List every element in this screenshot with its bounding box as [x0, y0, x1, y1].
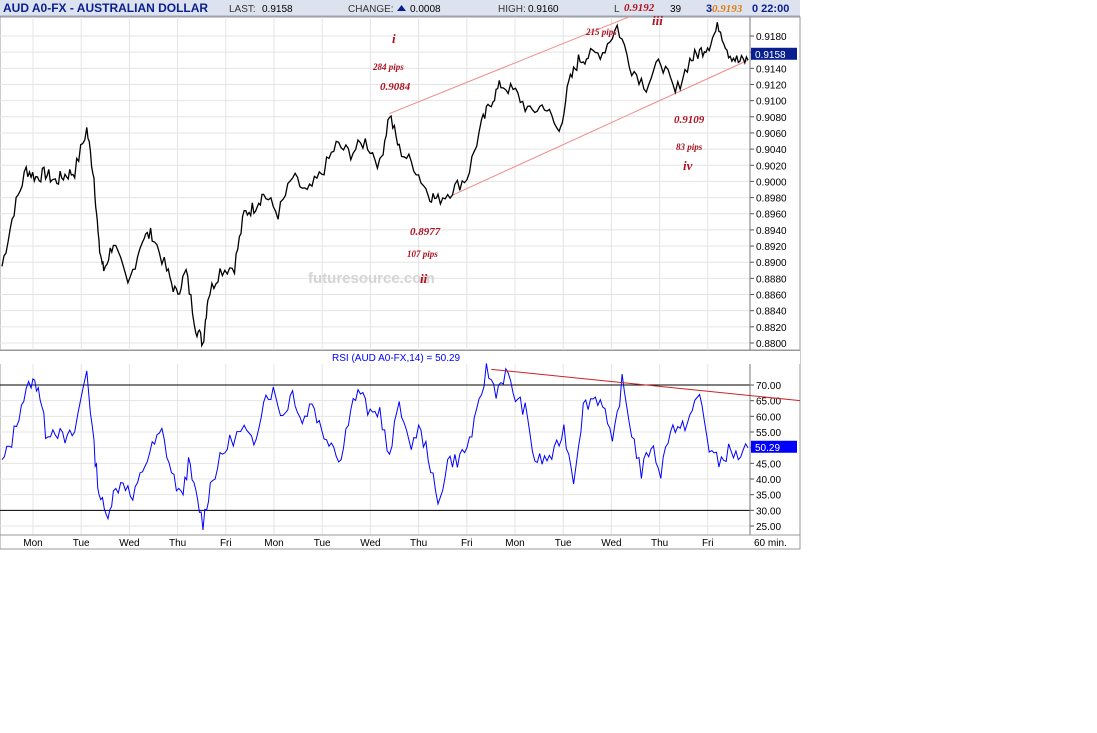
rsi-title: RSI (AUD A0-FX,14) = 50.29 [332, 353, 461, 364]
x-day-label: Wed [360, 538, 380, 549]
up-arrow-icon [397, 5, 406, 11]
price-axis: 0.91800.91600.91400.91200.91000.90800.90… [749, 17, 787, 350]
price-tick-label: 0.8900 [756, 258, 787, 269]
rsi-trendline-line [491, 368, 801, 402]
price-series [1, 22, 749, 348]
rsi-tick-label: 40.00 [756, 475, 781, 486]
price-tick-label: 0.9060 [756, 129, 787, 140]
low-label: L [614, 4, 620, 15]
x-day-label: Wed [601, 538, 621, 549]
x-day-label: Wed [119, 538, 139, 549]
annotation-wave: i [392, 31, 396, 46]
price-tick-label: 0.8880 [756, 274, 787, 285]
price-tick-label: 0.9180 [756, 32, 787, 43]
rsi-tick-label: 45.00 [756, 459, 781, 470]
rsi-tick-label: 30.00 [756, 506, 781, 517]
last-price-badge-text: 0.9158 [755, 50, 786, 61]
annotation-price: 0.9109 [674, 114, 705, 126]
price-tick-label: 0.8840 [756, 307, 787, 318]
rsi-tick-label: 55.00 [756, 428, 781, 439]
change-value: 0.0008 [410, 4, 441, 15]
last-price-badge-bg [751, 47, 797, 60]
price-tick-label: 0.9080 [756, 113, 787, 124]
time-partial: 3 [706, 3, 712, 15]
x-day-label: Mon [505, 538, 524, 549]
channel-line [452, 59, 749, 196]
rsi-line [1, 363, 749, 530]
annotation-price: 0.9192 [624, 2, 655, 14]
wave-annotations: i 284 pips 0.9084 0.8977 107 pips ii 0.9192 215… [196, 2, 743, 366]
rsi-tick-label: 70.00 [756, 381, 781, 392]
change-label: CHANGE: [348, 4, 394, 15]
price-tick-label: 0.8960 [756, 210, 787, 221]
price-tick-label: 0.8940 [756, 226, 787, 237]
interval-label: 60 min. [754, 538, 787, 549]
price-tick-label: 0.9040 [756, 145, 787, 156]
rsi-tick-label: 60.00 [756, 412, 781, 423]
x-day-label: Fri [702, 538, 714, 549]
annotation-pips: 215 pips [585, 27, 617, 37]
last-label: LAST: [229, 4, 256, 15]
rsi-tick-label: 65.00 [756, 397, 781, 408]
annotation-wave: iii [652, 13, 663, 28]
annotation-pips: 107 pips [407, 249, 438, 259]
x-day-label: Mon [23, 538, 42, 549]
rsi-badge-text: 50.29 [755, 443, 780, 454]
annotation-price: 0.8977 [410, 226, 441, 238]
annotation-wave: ii [420, 271, 428, 286]
high-label: HIGH: [498, 4, 526, 15]
price-tick-label: 0.8860 [756, 291, 787, 302]
rsi-trendline [491, 368, 801, 402]
annotation-wave: iv [683, 158, 693, 173]
rsi-panel [0, 350, 801, 536]
x-day-label: Tue [314, 538, 331, 549]
channel-line [389, 15, 632, 115]
rsi-badge-bg [751, 440, 797, 453]
rsi-series [1, 363, 749, 530]
symbol-title: AUD A0-FX - AUSTRALIAN DOLLAR [3, 1, 208, 15]
x-day-label: Fri [461, 538, 473, 549]
x-axis-bar [0, 534, 801, 550]
rsi-tick-label: 25.00 [756, 522, 781, 533]
x-day-label: Thu [410, 538, 427, 549]
price-tick-label: 0.9100 [756, 97, 787, 108]
x-day-label: Fri [220, 538, 232, 549]
annotation-price_orange: 0.9193 [712, 3, 743, 15]
price-tick-label: 0.9020 [756, 161, 787, 172]
price-tick-label: 0.8920 [756, 242, 787, 253]
low-value: 39 [670, 4, 682, 15]
price-tick-label: 0.9120 [756, 80, 787, 91]
channel-lines [389, 15, 749, 196]
x-day-label: Thu [651, 538, 668, 549]
rsi-last-badge: 50.29 [751, 440, 797, 454]
last-value: 0.9158 [262, 4, 293, 15]
x-day-label: Mon [264, 538, 283, 549]
time-value: 0 22:00 [752, 3, 789, 15]
high-value: 0.9160 [528, 4, 559, 15]
last-price-badge: 0.9158 [751, 47, 797, 61]
price-line [1, 22, 749, 348]
x-axis: Mon Tue Wed Thu Fri Mon Tue Wed Thu Fri Mon Tue Wed T… [23, 538, 787, 549]
x-day-label: Thu [169, 538, 186, 549]
x-day-label: Tue [73, 538, 90, 549]
x-day-label: Tue [555, 538, 572, 549]
price-tick-label: 0.8980 [756, 194, 787, 205]
rsi-grid [0, 364, 750, 535]
annotation-pips: 83 pips [676, 142, 703, 152]
price-tick-label: 0.8820 [756, 323, 787, 334]
annotation-price: 0.9084 [380, 81, 411, 93]
price-tick-label: 0.8800 [756, 339, 787, 350]
price-tick-label: 0.9000 [756, 177, 787, 188]
watermark: futuresource.com [308, 270, 435, 287]
annotation-pips: 284 pips [372, 62, 404, 72]
rsi-tick-label: 35.00 [756, 491, 781, 502]
price-tick-label: 0.9140 [756, 64, 787, 75]
